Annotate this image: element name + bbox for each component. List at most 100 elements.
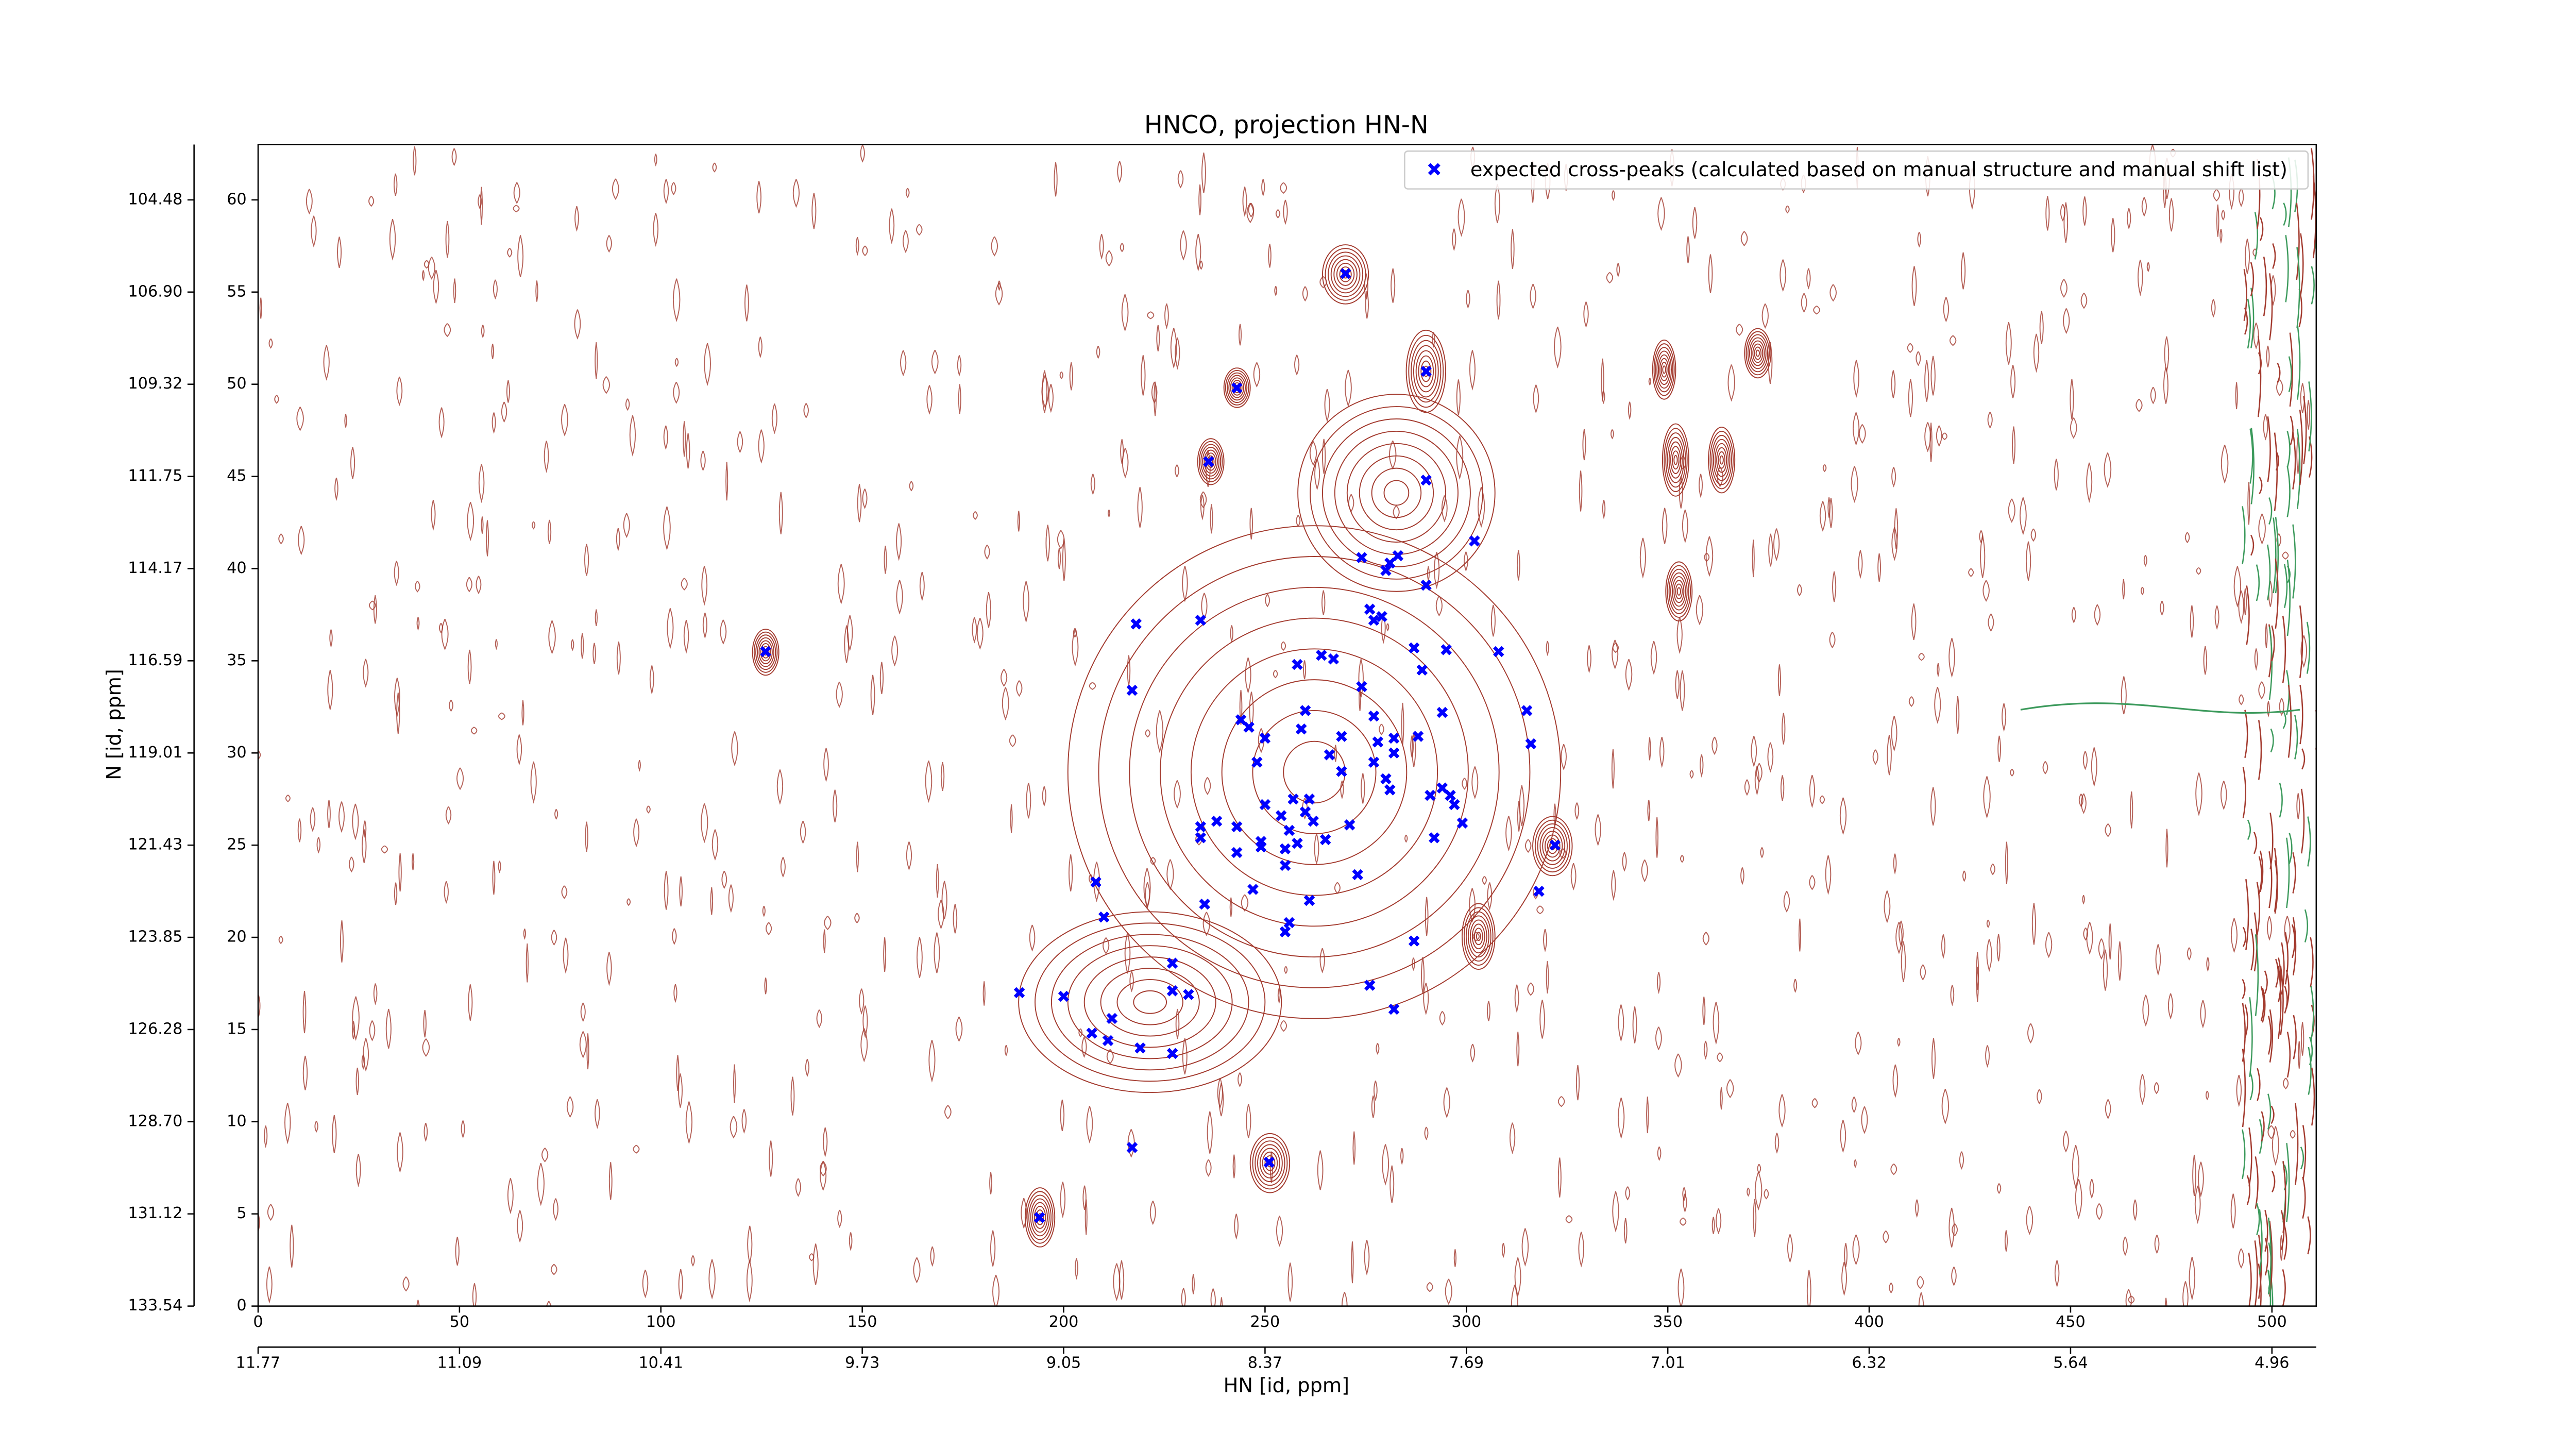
peak-contour	[1714, 443, 1729, 477]
edge-contour	[2267, 1269, 2272, 1306]
noise-contour	[762, 905, 766, 917]
noise-contour	[859, 988, 865, 1015]
noise-contour	[758, 336, 762, 359]
noise-contour	[516, 734, 522, 766]
edge-contour	[2264, 1210, 2268, 1252]
noise-contour	[906, 841, 912, 871]
edge-contour	[2289, 332, 2293, 407]
noise-contour	[2063, 308, 2070, 334]
noise-contour	[1054, 162, 1058, 197]
noise-contour	[1156, 325, 1160, 351]
edge-contour	[2292, 924, 2296, 958]
noise-contour	[523, 929, 527, 940]
cross-peak	[1340, 268, 1351, 279]
noise-contour	[1854, 1159, 1857, 1168]
chart-title: HNCO, projection HN-N	[1144, 111, 1429, 139]
peak-contour	[1662, 423, 1689, 497]
noise-contour	[1602, 499, 1606, 519]
cross-peak	[1303, 793, 1315, 805]
noise-contour	[1582, 429, 1586, 461]
noise-contour	[646, 805, 651, 814]
x2-tick-label: 7.01	[1650, 1354, 1685, 1372]
edge-contour	[2256, 564, 2260, 601]
noise-contour	[1439, 1010, 1446, 1026]
x-axis-label: HN [id, ppm]	[1224, 1374, 1349, 1397]
noise-contour	[608, 1162, 613, 1200]
noise-contour	[1648, 737, 1651, 761]
peak-contour	[1408, 334, 1444, 408]
edge-contour	[2304, 909, 2309, 943]
noise-contour	[1908, 379, 1913, 417]
edge-contour	[2306, 621, 2311, 674]
noise-contour	[1744, 779, 1750, 796]
legend-box	[1404, 150, 2309, 190]
noise-contour	[340, 920, 344, 963]
noise-contour	[790, 1076, 795, 1116]
noise-contour	[456, 767, 464, 790]
cross-peak	[1013, 987, 1025, 999]
noise-contour	[1861, 1106, 1868, 1134]
cross-peak	[1408, 935, 1420, 947]
noise-contour	[925, 760, 933, 803]
noise-contour	[2133, 1199, 2138, 1221]
noise-contour	[1016, 680, 1023, 697]
noise-contour	[2253, 323, 2259, 350]
edge-contour	[2259, 476, 2263, 495]
noise-contour	[2122, 1236, 2128, 1256]
noise-contour	[1611, 870, 1616, 901]
noise-contour	[1511, 229, 1515, 269]
peak-contour	[1028, 1194, 1052, 1240]
noise-contour	[1118, 1260, 1125, 1300]
noise-contour	[1174, 464, 1179, 478]
noise-contour	[1456, 435, 1464, 480]
noise-contour	[663, 506, 671, 551]
edge-contour	[2257, 1068, 2261, 1101]
edge-contour	[2308, 381, 2312, 452]
cross-peak	[1408, 642, 1420, 654]
peak-contour	[1321, 244, 1369, 305]
noise-contour	[1322, 439, 1326, 474]
noise-contour	[355, 1067, 359, 1096]
noise-contour	[381, 845, 388, 854]
noise-contour	[1048, 384, 1054, 413]
cross-peak	[1344, 819, 1355, 831]
noise-contour	[2143, 554, 2147, 567]
noise-contour	[1147, 311, 1155, 319]
edge-contour	[2268, 851, 2273, 908]
noise-contour	[1319, 948, 1325, 973]
noise-contour	[2136, 398, 2143, 412]
noise-contour	[1280, 182, 1287, 194]
noise-contour	[1822, 464, 1827, 473]
noise-contour	[1471, 766, 1479, 800]
edge-contour	[2307, 816, 2311, 867]
noise-contour	[1435, 595, 1443, 617]
noise-contour	[2254, 648, 2258, 671]
noise-contour	[1674, 1053, 1682, 1078]
noise-contour	[1773, 528, 1780, 562]
cross-peak	[1328, 653, 1340, 665]
noise-contour	[1127, 655, 1131, 686]
noise-contour	[2083, 927, 2088, 941]
noise-contour	[1182, 565, 1188, 602]
noise-contour	[1242, 187, 1247, 215]
noise-contour	[2125, 1289, 2132, 1306]
noise-contour	[1908, 696, 1914, 707]
noise-contour	[530, 761, 537, 804]
noise-contour	[803, 403, 809, 418]
noise-contour	[368, 195, 375, 207]
noise-contour	[2026, 1205, 2033, 1235]
cross-peak	[1231, 821, 1243, 833]
edge-contour	[2255, 934, 2259, 1016]
noise-contour	[1456, 379, 1461, 415]
noise-contour	[2163, 366, 2168, 404]
noise-contour	[1060, 1099, 1065, 1131]
noise-contour	[2272, 1126, 2279, 1166]
noise-contour	[1891, 467, 1896, 488]
noise-contour	[928, 1040, 936, 1083]
edge-contour	[2261, 1111, 2265, 1142]
noise-contour	[2104, 452, 2112, 488]
noise-contour	[2033, 333, 2040, 373]
noise-contour	[428, 256, 435, 280]
noise-contour	[1682, 509, 1688, 544]
peak-contour	[1202, 447, 1220, 477]
